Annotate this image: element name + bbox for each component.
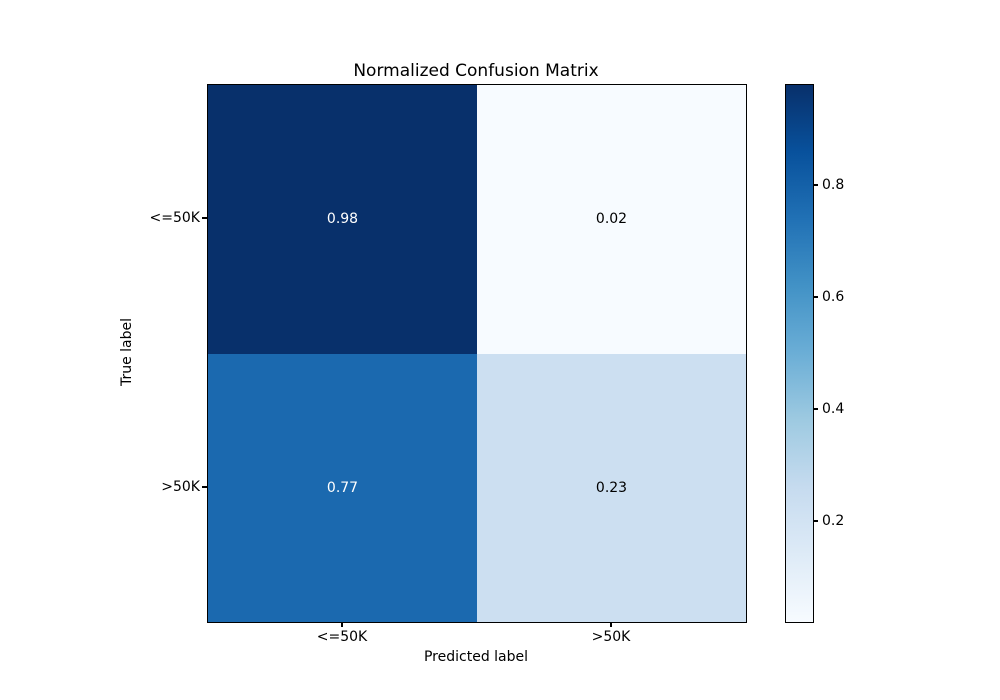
matrix-cell-true1-pred1: 0.23 — [477, 353, 746, 622]
x-tick-label-0: <=50K — [316, 629, 368, 645]
heatmap-axes: 0.98 0.02 0.77 0.23 — [207, 84, 747, 623]
colorbar-tick-label-0: 0.8 — [822, 177, 845, 193]
matrix-cell-true1-pred0: 0.77 — [208, 353, 477, 622]
cell-value: 0.98 — [326, 211, 359, 228]
y-tick-mark — [202, 217, 207, 219]
cell-value: 0.23 — [595, 479, 628, 496]
colorbar-tick-mark — [813, 520, 818, 522]
colorbar-tick-label-3: 0.2 — [822, 513, 845, 529]
colorbar-tick-mark — [813, 296, 818, 298]
x-tick-mark — [341, 622, 343, 627]
x-tick-label-1: >50K — [591, 629, 631, 645]
chart-title: Normalized Confusion Matrix — [353, 61, 599, 81]
cell-value: 0.02 — [595, 211, 628, 228]
colorbar-tick-label-1: 0.6 — [822, 289, 845, 305]
x-axis-label: Predicted label — [423, 649, 529, 665]
cell-value: 0.77 — [326, 479, 359, 496]
x-tick-mark — [610, 622, 612, 627]
y-axis-label: True label — [119, 317, 135, 387]
colorbar-tick-label-2: 0.4 — [822, 401, 845, 417]
y-tick-mark — [202, 486, 207, 488]
colorbar-tick-mark — [813, 408, 818, 410]
y-tick-label-1: >50K — [161, 479, 200, 495]
y-tick-label-0: <=50K — [149, 210, 200, 226]
matrix-cell-true0-pred1: 0.02 — [477, 85, 746, 354]
matrix-cell-true0-pred0: 0.98 — [208, 85, 477, 354]
colorbar-tick-mark — [813, 184, 818, 186]
colorbar — [785, 84, 814, 623]
